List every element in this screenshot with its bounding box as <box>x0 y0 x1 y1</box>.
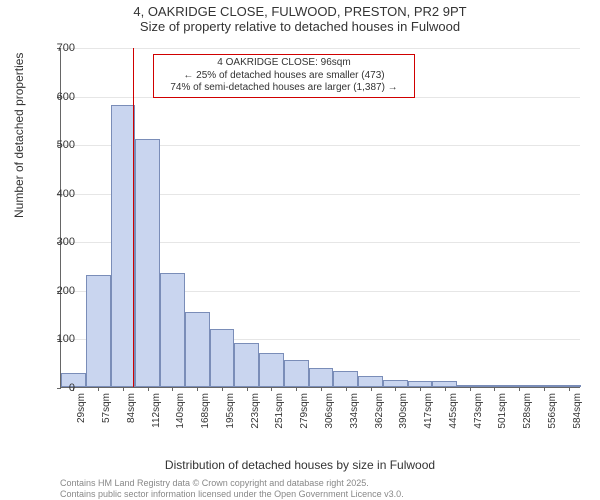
xtick-mark <box>445 387 446 391</box>
xtick-mark <box>395 387 396 391</box>
xtick-label: 584sqm <box>572 393 583 429</box>
xtick-label: 556sqm <box>547 393 558 429</box>
ytick-label: 400 <box>25 188 75 200</box>
ytick-label: 600 <box>25 91 75 103</box>
xtick-label: 306sqm <box>324 393 335 429</box>
chart-area: 29sqm 57sqm 84sqm 112sqm 140sqm 168sqm 195sqm 2… <box>60 48 580 428</box>
xtick-mark <box>544 387 545 391</box>
gridline <box>61 48 580 49</box>
footer-line-1: Contains HM Land Registry data © Crown c… <box>60 478 404 489</box>
xtick-mark <box>296 387 297 391</box>
footer-attribution: Contains HM Land Registry data © Crown c… <box>60 478 404 500</box>
xtick-label: 279sqm <box>299 393 310 429</box>
annotation-line: 74% of semi-detached houses are larger (… <box>160 82 408 95</box>
xtick-label: 168sqm <box>200 393 211 429</box>
xtick-label: 501sqm <box>497 393 508 429</box>
xtick-mark <box>271 387 272 391</box>
histogram-bar <box>135 139 160 387</box>
xtick-mark <box>420 387 421 391</box>
histogram-bar <box>383 380 408 387</box>
ytick-label: 700 <box>25 42 75 54</box>
annotation-box: 4 OAKRIDGE CLOSE: 96sqm← 25% of detached… <box>153 54 415 98</box>
histogram-bar <box>111 105 135 387</box>
xtick-label: 195sqm <box>225 393 236 429</box>
xtick-mark <box>569 387 570 391</box>
ytick-label: 100 <box>25 333 75 345</box>
ytick-label: 300 <box>25 236 75 248</box>
xtick-mark <box>494 387 495 391</box>
histogram-bar <box>358 376 383 387</box>
title-line-1: 4, OAKRIDGE CLOSE, FULWOOD, PRESTON, PR2… <box>0 4 600 19</box>
chart-title-block: 4, OAKRIDGE CLOSE, FULWOOD, PRESTON, PR2… <box>0 0 600 34</box>
annotation-line: ← 25% of detached houses are smaller (47… <box>160 70 408 83</box>
xtick-label: 112sqm <box>151 393 162 428</box>
xtick-mark <box>519 387 520 391</box>
histogram-bar <box>309 368 333 387</box>
x-axis-label: Distribution of detached houses by size … <box>0 458 600 472</box>
histogram-bar <box>185 312 210 387</box>
histogram-bar <box>259 353 284 387</box>
xtick-mark <box>172 387 173 391</box>
xtick-mark <box>321 387 322 391</box>
xtick-label: 362sqm <box>374 393 385 429</box>
xtick-label: 334sqm <box>349 393 360 429</box>
y-axis-label: Number of detached properties <box>12 53 26 218</box>
histogram-bar <box>86 275 111 387</box>
xtick-mark <box>346 387 347 391</box>
xtick-mark <box>197 387 198 391</box>
xtick-mark <box>247 387 248 391</box>
xtick-mark <box>371 387 372 391</box>
plot-region: 29sqm57sqm84sqm112sqm140sqm168sqm195sqm2… <box>60 48 580 388</box>
annotation-line: 4 OAKRIDGE CLOSE: 96sqm <box>160 57 408 70</box>
xtick-mark <box>470 387 471 391</box>
title-line-2: Size of property relative to detached ho… <box>0 19 600 34</box>
histogram-bar <box>160 273 185 387</box>
xtick-label: 223sqm <box>250 393 261 429</box>
footer-line-2: Contains public sector information licen… <box>60 489 404 500</box>
ytick-label: 0 <box>25 382 75 394</box>
histogram-bar <box>210 329 234 387</box>
ytick-label: 500 <box>25 139 75 151</box>
xtick-label: 390sqm <box>398 393 409 429</box>
xtick-mark <box>98 387 99 391</box>
histogram-bar <box>333 371 358 387</box>
xtick-label: 417sqm <box>423 393 434 429</box>
xtick-label: 140sqm <box>175 393 186 429</box>
property-marker-line <box>133 48 134 387</box>
xtick-label: 29sqm <box>76 393 87 423</box>
xtick-label: 528sqm <box>522 393 533 429</box>
xtick-label: 84sqm <box>126 393 137 423</box>
histogram-bar <box>234 343 259 387</box>
xtick-label: 473sqm <box>473 393 484 429</box>
xtick-label: 251sqm <box>274 393 285 429</box>
xtick-mark <box>123 387 124 391</box>
ytick-label: 200 <box>25 285 75 297</box>
xtick-mark <box>148 387 149 391</box>
xtick-mark <box>222 387 223 391</box>
xtick-label: 445sqm <box>448 393 459 429</box>
histogram-bar <box>284 360 309 387</box>
xtick-label: 57sqm <box>101 393 112 423</box>
